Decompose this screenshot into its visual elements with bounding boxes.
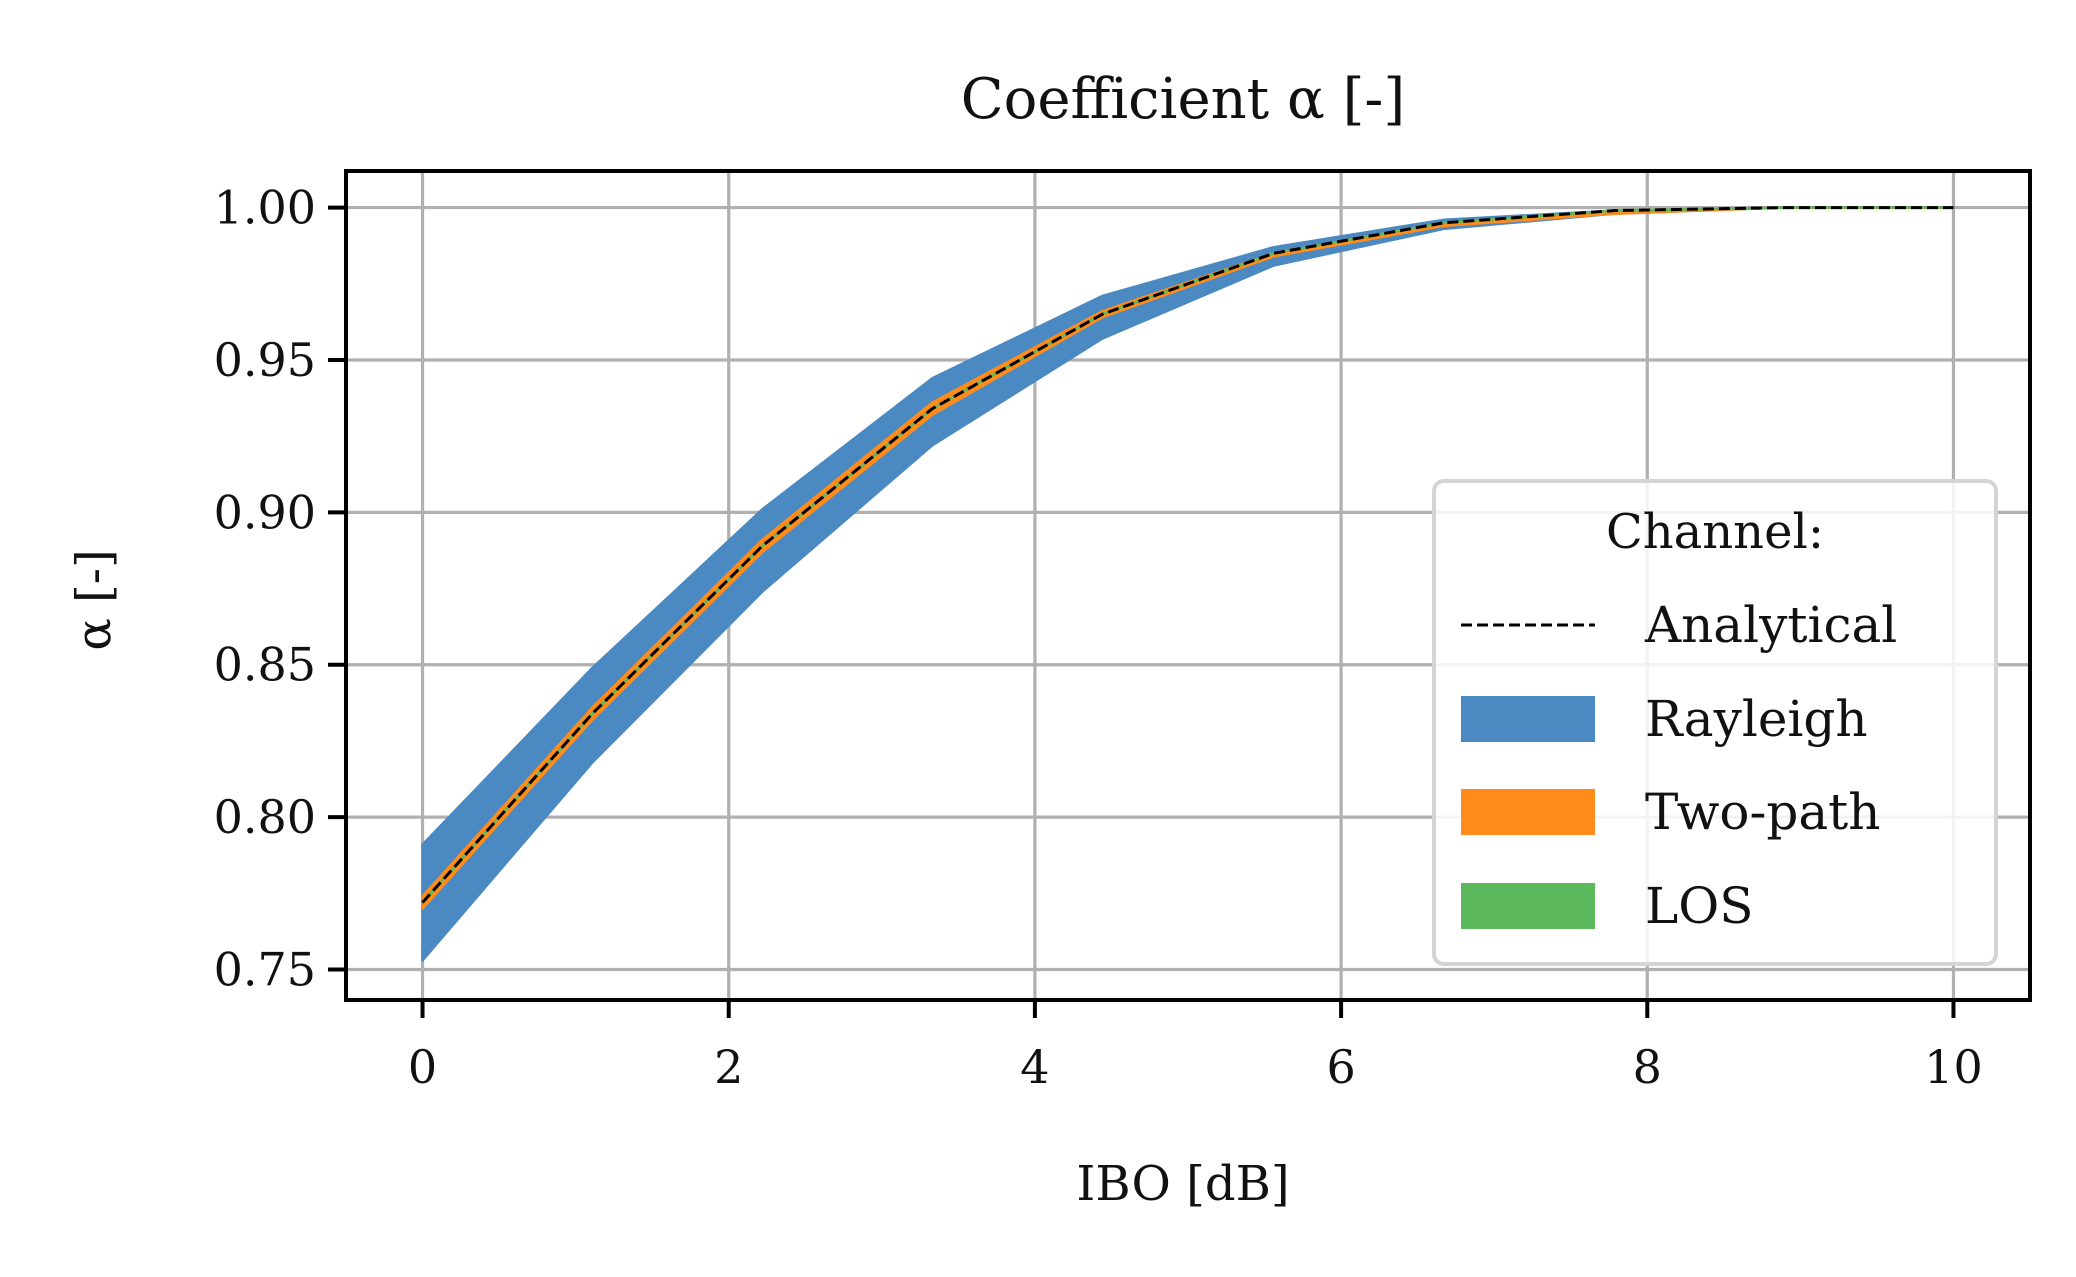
legend-swatch-rayleigh xyxy=(1461,696,1595,742)
line-analytical xyxy=(421,206,1954,904)
x-tick-label-1: 2 xyxy=(714,1040,743,1094)
legend: Channel: Analytical Rayleigh Two-path LOS xyxy=(1432,479,1998,966)
y-tick-label-5: 1.00 xyxy=(214,181,316,235)
x-tick-label-0: 0 xyxy=(408,1040,437,1094)
legend-items: Analytical Rayleigh Two-path LOS xyxy=(1461,596,1897,935)
legend-frame xyxy=(1432,479,1998,966)
legend-title: Channel: xyxy=(1606,504,1824,560)
y-tick-label-4: 0.95 xyxy=(214,333,316,387)
x-tick-label-5: 10 xyxy=(1924,1040,1983,1094)
x-axis-label: IBO [dB] xyxy=(1076,1156,1289,1212)
tick-layer: 0 2 4 6 8 10 0.75 0.80 0.85 0.90 0.95 1.00 xyxy=(214,181,1983,1094)
legend-swatch-two-path xyxy=(1461,789,1595,835)
legend-label-two-path: Two-path xyxy=(1645,783,1880,841)
y-tick-label-1: 0.80 xyxy=(214,790,316,844)
y-tick-label-3: 0.90 xyxy=(214,485,316,539)
x-tick-label-3: 6 xyxy=(1326,1040,1355,1094)
legend-label-los: LOS xyxy=(1645,877,1753,935)
x-tick-label-2: 4 xyxy=(1020,1040,1049,1094)
chart-title: Coefficient α [-] xyxy=(961,67,1405,132)
x-tick-label-4: 8 xyxy=(1633,1040,1662,1094)
y-tick-label-2: 0.85 xyxy=(214,638,316,692)
y-tick-label-0: 0.75 xyxy=(214,943,316,997)
axes-layer xyxy=(344,169,2032,1002)
legend-label-rayleigh: Rayleigh xyxy=(1645,690,1868,748)
legend-swatch-los xyxy=(1461,883,1595,929)
line-layer xyxy=(421,206,1954,904)
y-axis-label: α [-] xyxy=(66,549,122,650)
axes-frame xyxy=(344,169,2032,1002)
legend-label-analytical: Analytical xyxy=(1644,596,1897,654)
